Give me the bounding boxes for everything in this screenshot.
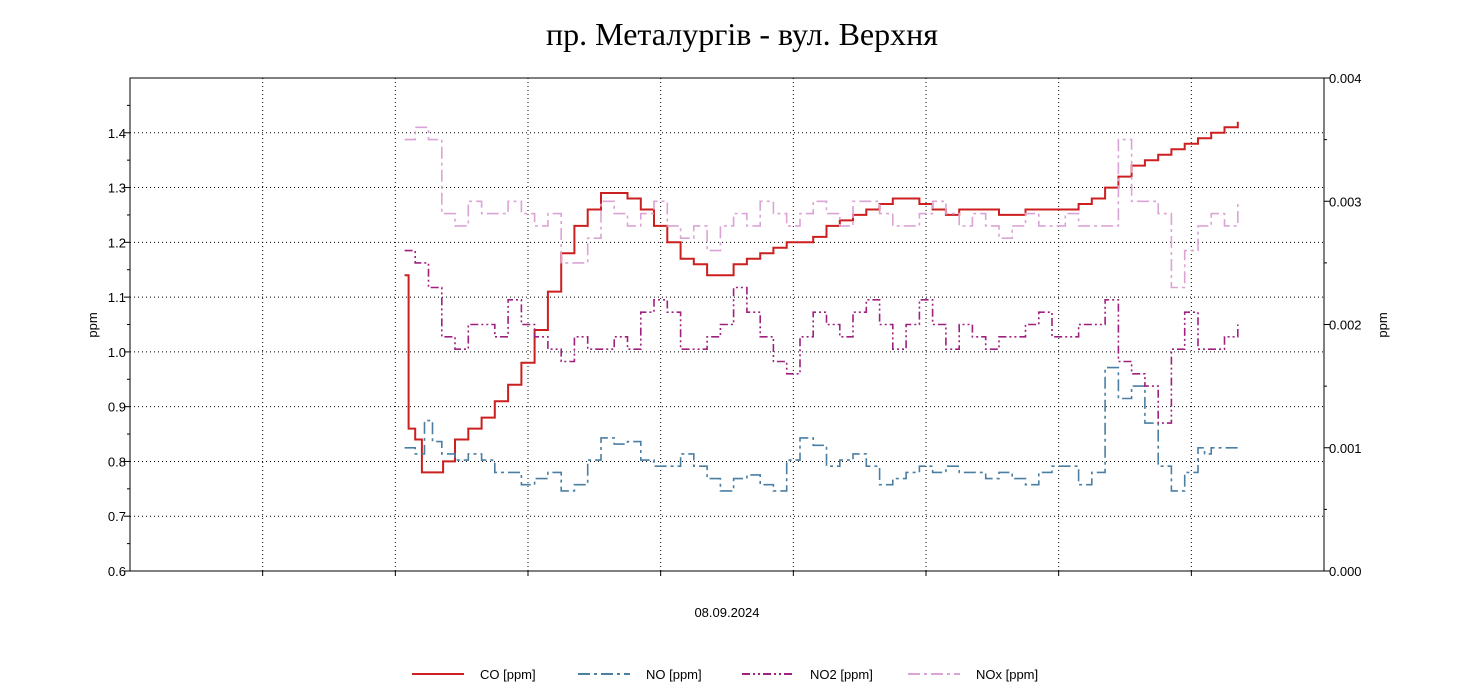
right-y-tick-label: 0.004 [1329,71,1362,86]
left-y-tick-label: 0.7 [108,509,126,524]
right-y-axis-label: ppm [1375,312,1390,337]
left-y-tick-label: 1.2 [108,235,126,250]
left-y-tick-label: 1.4 [108,126,126,141]
legend-label: NO [ppm] [646,667,702,682]
right-y-tick-label: 0.001 [1329,441,1362,456]
left-y-tick-label: 0.6 [108,564,126,579]
series-line-no [404,366,1238,492]
series-line-no2 [404,249,1239,424]
left-y-tick-label: 0.8 [108,454,126,469]
chart-title: пр. Металургів - вул. Верхня [546,16,938,52]
x-axis-label: 08.09.2024 [694,605,759,620]
x-axis [262,571,1192,576]
legend-label: CO [ppm] [480,667,536,682]
right-y-tick-label: 0.000 [1329,564,1362,579]
right-y-axis: 0.000 0.001 0.002 0.003 0.004 [1324,71,1362,579]
left-y-tick-label: 0.9 [108,400,126,415]
series-line-nox [404,126,1239,289]
right-y-tick-label: 0.002 [1329,318,1362,333]
legend: CO [ppm] NO [ppm] NO2 [ppm] NOx [ppm] [412,667,1038,682]
right-y-tick-label: 0.003 [1329,194,1362,209]
series-line-co [404,121,1239,474]
legend-label: NO2 [ppm] [810,667,873,682]
left-y-tick-label: 1.0 [108,345,126,360]
grid [130,78,1324,571]
left-y-tick-label: 1.1 [108,290,126,305]
series-group [404,121,1239,492]
left-y-axis: 0.6 0.7 0.8 0.9 1.0 1.1 1.2 1.3 1.4 [108,104,130,579]
left-y-axis-label: ppm [85,312,100,337]
legend-label: NOx [ppm] [976,667,1038,682]
left-y-tick-label: 1.3 [108,181,126,196]
